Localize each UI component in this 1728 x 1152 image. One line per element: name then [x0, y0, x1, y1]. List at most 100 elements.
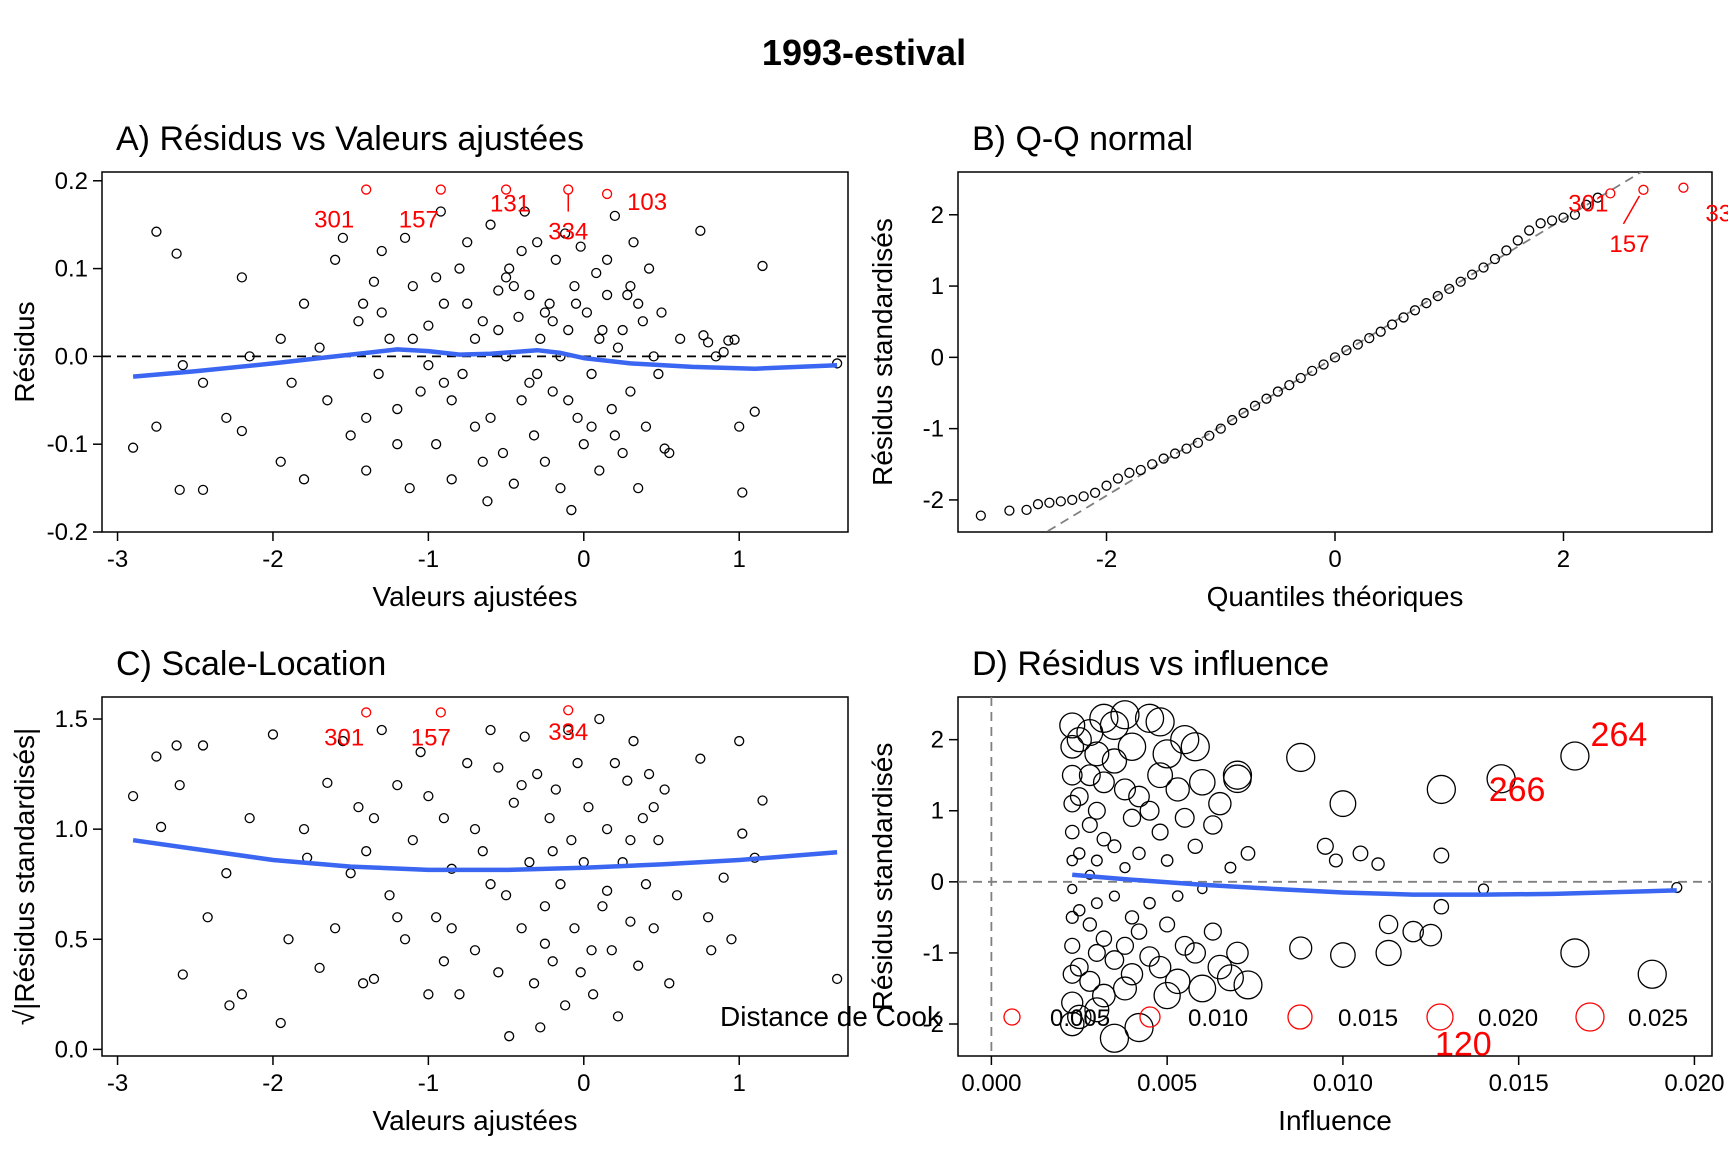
- data-point: [559, 1000, 571, 1011]
- data-point: [587, 989, 599, 1000]
- data-point: [485, 412, 496, 424]
- y-tick-label: 0: [931, 869, 944, 896]
- data-point: [749, 406, 760, 417]
- data-point: [500, 890, 512, 901]
- panel-title: D) Résidus vs influence: [972, 645, 1329, 683]
- data-point: [601, 289, 613, 301]
- data-point: [547, 316, 558, 327]
- data-point: [1079, 970, 1101, 992]
- data-point: [601, 823, 613, 835]
- data-point: [710, 351, 722, 362]
- data-point: [1128, 785, 1150, 808]
- data-point: [539, 307, 551, 318]
- data-point: [1203, 922, 1222, 941]
- data-point: [664, 447, 675, 459]
- data-point: [368, 276, 380, 287]
- data-point: [438, 298, 450, 309]
- data-point: [563, 395, 574, 406]
- legend-symbol: [1003, 1008, 1021, 1026]
- data-point: [617, 324, 628, 336]
- data-point: [236, 272, 248, 283]
- data-point: [1501, 245, 1512, 256]
- data-point: [1386, 319, 1398, 330]
- data-point: [1055, 496, 1066, 507]
- data-point: [430, 912, 442, 923]
- y-tick-label: -0.1: [47, 431, 88, 458]
- x-tick-label: -1: [418, 1070, 439, 1097]
- data-point: [322, 395, 333, 406]
- data-point: [1084, 741, 1110, 767]
- data-point: [547, 846, 558, 857]
- data-point: [606, 945, 617, 956]
- data-point: [1073, 847, 1086, 860]
- data-point: [572, 412, 583, 424]
- data-point: [477, 456, 488, 467]
- data-point: [469, 333, 481, 344]
- x-tick-label: -3: [107, 1070, 128, 1097]
- data-point: [1108, 890, 1121, 902]
- data-point: [1227, 414, 1238, 426]
- data-point: [1581, 199, 1592, 210]
- data-point: [516, 923, 527, 934]
- data-point: [718, 872, 729, 883]
- data-point: [177, 969, 188, 980]
- outlier-point: [435, 707, 446, 718]
- data-point: [1095, 930, 1113, 947]
- data-point: [314, 962, 325, 974]
- cook-legend: Distance de Cook 0.005 0.010 0.015 0.020 0.02…: [720, 1001, 1688, 1032]
- data-point: [1444, 283, 1455, 295]
- data-point: [1064, 824, 1080, 840]
- data-point: [601, 254, 613, 265]
- data-point: [1089, 703, 1119, 733]
- y-tick-label: 1: [931, 798, 944, 825]
- data-point: [376, 724, 387, 736]
- data-point: [1078, 491, 1089, 502]
- data-point: [430, 272, 442, 283]
- data-point: [283, 934, 294, 945]
- data-point: [1132, 846, 1146, 861]
- outlier-point: [1638, 184, 1649, 195]
- data-point: [1021, 504, 1032, 516]
- data-point: [353, 316, 364, 327]
- outlier-label: 157: [411, 724, 451, 751]
- y-tick-label: 1.0: [55, 816, 88, 843]
- outlier-label: 334: [1705, 201, 1728, 228]
- data-point: [581, 307, 593, 318]
- data-point: [457, 368, 468, 380]
- data-point: [1371, 857, 1385, 871]
- data-point: [1145, 707, 1175, 737]
- outlier-point: [361, 707, 372, 718]
- data-point: [415, 746, 426, 758]
- data-point: [384, 333, 395, 344]
- data-point: [1059, 1011, 1085, 1037]
- data-point: [1099, 710, 1130, 741]
- data-point: [648, 923, 659, 934]
- y-tick-label: -1: [923, 940, 944, 967]
- data-point: [1233, 970, 1263, 1000]
- outlier-point: [361, 184, 372, 195]
- data-point: [298, 474, 310, 485]
- data-point: [1188, 974, 1217, 1003]
- data-point: [314, 342, 325, 353]
- data-point: [462, 757, 473, 769]
- plot-marks: [958, 697, 1712, 1056]
- data-point: [1165, 777, 1190, 802]
- legend-symbol: [1287, 1004, 1313, 1030]
- data-point: [1067, 1004, 1092, 1030]
- data-point: [1101, 480, 1112, 491]
- data-point: [373, 368, 384, 380]
- data-point: [1091, 983, 1116, 1008]
- data-point: [637, 316, 648, 327]
- data-point: [430, 439, 442, 450]
- data-point: [1215, 423, 1226, 434]
- label-leader: [1622, 195, 1641, 225]
- data-point: [656, 307, 667, 318]
- data-point: [368, 812, 380, 824]
- data-point: [1184, 942, 1207, 964]
- data-point: [1090, 854, 1103, 867]
- data-point: [345, 430, 356, 441]
- data-point: [653, 835, 664, 846]
- data-point: [1061, 764, 1083, 786]
- x-tick-label: 0.020: [1664, 1070, 1724, 1097]
